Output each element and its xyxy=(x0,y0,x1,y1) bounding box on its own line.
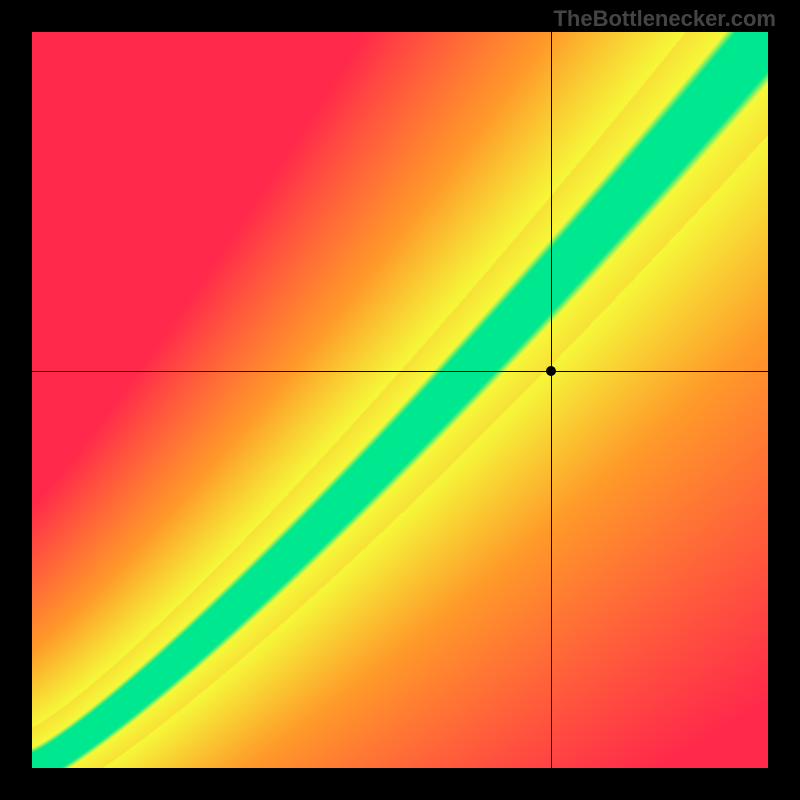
crosshair-marker xyxy=(546,366,556,376)
crosshair-vertical xyxy=(551,32,552,768)
heatmap-canvas xyxy=(32,32,768,768)
watermark-text: TheBottlenecker.com xyxy=(553,6,776,32)
crosshair-horizontal xyxy=(32,371,768,372)
bottleneck-heatmap xyxy=(32,32,768,768)
